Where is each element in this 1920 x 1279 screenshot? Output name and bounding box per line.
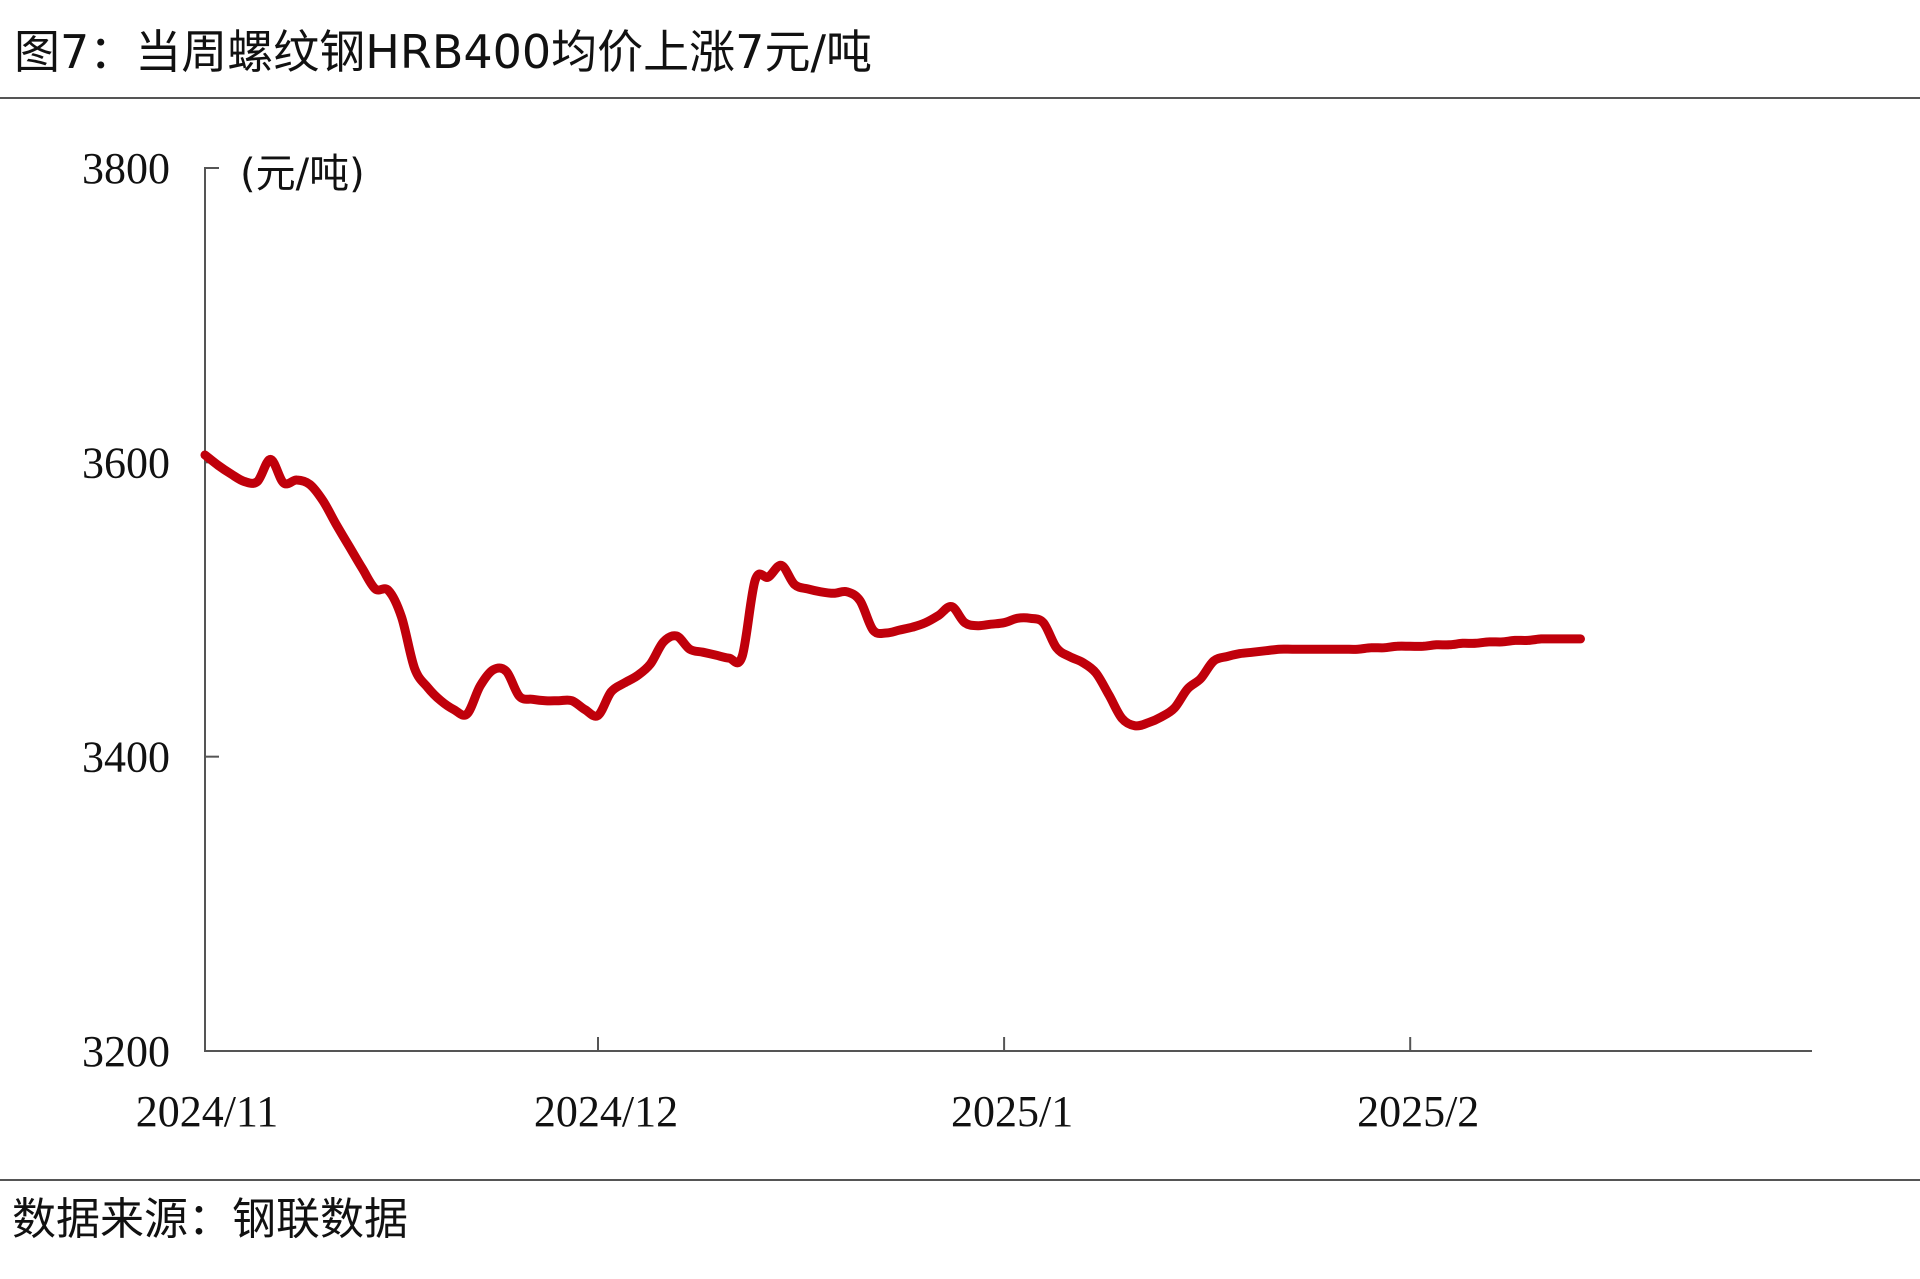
chart-series bbox=[200, 450, 1585, 731]
y-tick-label: 3600 bbox=[82, 438, 170, 487]
line-chart: 3200 3400 3600 3800 2024/11 2024/12 2025/1 2025… bbox=[82, 144, 1812, 1136]
y-tick-label: 3400 bbox=[82, 733, 170, 782]
source-divider bbox=[0, 1179, 1920, 1181]
chart-axes bbox=[204, 167, 1812, 1052]
chart-title: 图7：当周螺纹钢HRB400均价上涨7元/吨 bbox=[14, 25, 872, 79]
x-tick-label: 2025/2 bbox=[1357, 1087, 1479, 1136]
y-tick-label: 3200 bbox=[82, 1027, 170, 1076]
chart-labels: 3200 3400 3600 3800 2024/11 2024/12 2025/1 2025… bbox=[82, 144, 1479, 1136]
y-tick-label: 3800 bbox=[82, 144, 170, 193]
x-tick-label: 2024/11 bbox=[136, 1087, 279, 1136]
y-axis-unit-label: (元/吨) bbox=[240, 151, 365, 197]
title-divider bbox=[0, 97, 1920, 99]
x-tick-label: 2025/1 bbox=[951, 1087, 1073, 1136]
x-tick-label: 2024/12 bbox=[534, 1087, 678, 1136]
price-series-line bbox=[200, 450, 1585, 731]
source-note: 数据来源：钢联数据 bbox=[12, 1194, 408, 1245]
